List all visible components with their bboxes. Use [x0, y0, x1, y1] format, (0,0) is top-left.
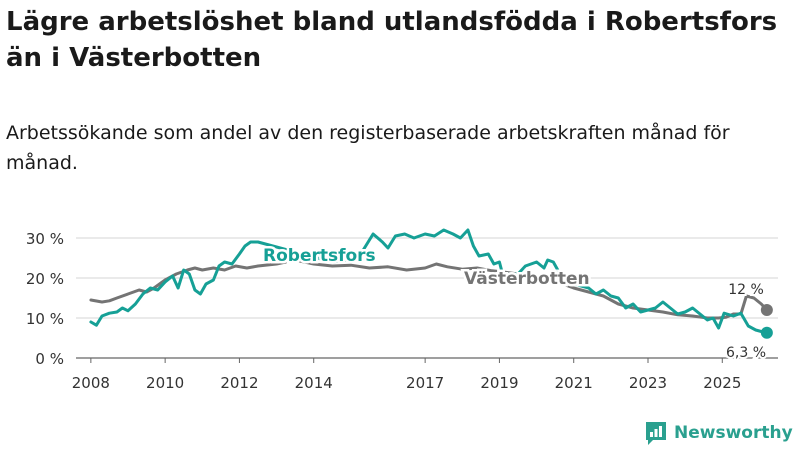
x-tick-label: 2019	[480, 374, 518, 392]
x-tick-label: 2008	[72, 374, 110, 392]
x-tick-label: 2021	[555, 374, 593, 392]
gridlines	[76, 237, 778, 359]
axes: 0 % 10 % 20 % 30 % 2008 2010 2012 2014 2017 2019 2…	[26, 230, 741, 392]
y-tick-label: 10 %	[26, 310, 64, 328]
series-labels: Robertsfors Västerbotten 12 % 6,3 %	[261, 244, 769, 364]
chart-subtitle: Arbetssökande som andel av den registerb…	[6, 122, 730, 174]
y-tick-label: 20 %	[26, 270, 64, 288]
series-label-robertsfors: Robertsfors	[263, 246, 376, 266]
end-point-vasterbotten	[760, 304, 773, 316]
end-point-robertsfors	[760, 326, 773, 339]
x-tick-label: 2012	[220, 374, 258, 392]
x-tick-label: 2017	[406, 374, 444, 392]
newsworthy-logo-icon	[646, 422, 666, 445]
series-line-robertsfors	[89, 228, 769, 335]
x-tick-label: 2010	[146, 374, 184, 392]
newsworthy-logo: Newsworthy	[644, 419, 793, 447]
x-tick-label: 2014	[295, 374, 333, 392]
y-tick-label: 0 %	[35, 350, 64, 368]
end-label-vasterbotten: 12 %	[728, 282, 764, 298]
x-tick-label: 2023	[629, 374, 667, 392]
x-tick-label: 2025	[703, 374, 741, 392]
end-label-robertsfors: 6,3 %	[726, 345, 766, 361]
series	[89, 228, 773, 339]
chart-title: Lägre arbetslöshet bland utlandsfödda i …	[6, 7, 778, 73]
series-line-vasterbotten	[89, 258, 769, 320]
series-label-vasterbotten: Västerbotten	[464, 269, 590, 289]
newsworthy-logo-text: Newsworthy	[674, 423, 793, 443]
y-tick-label: 30 %	[26, 230, 64, 248]
